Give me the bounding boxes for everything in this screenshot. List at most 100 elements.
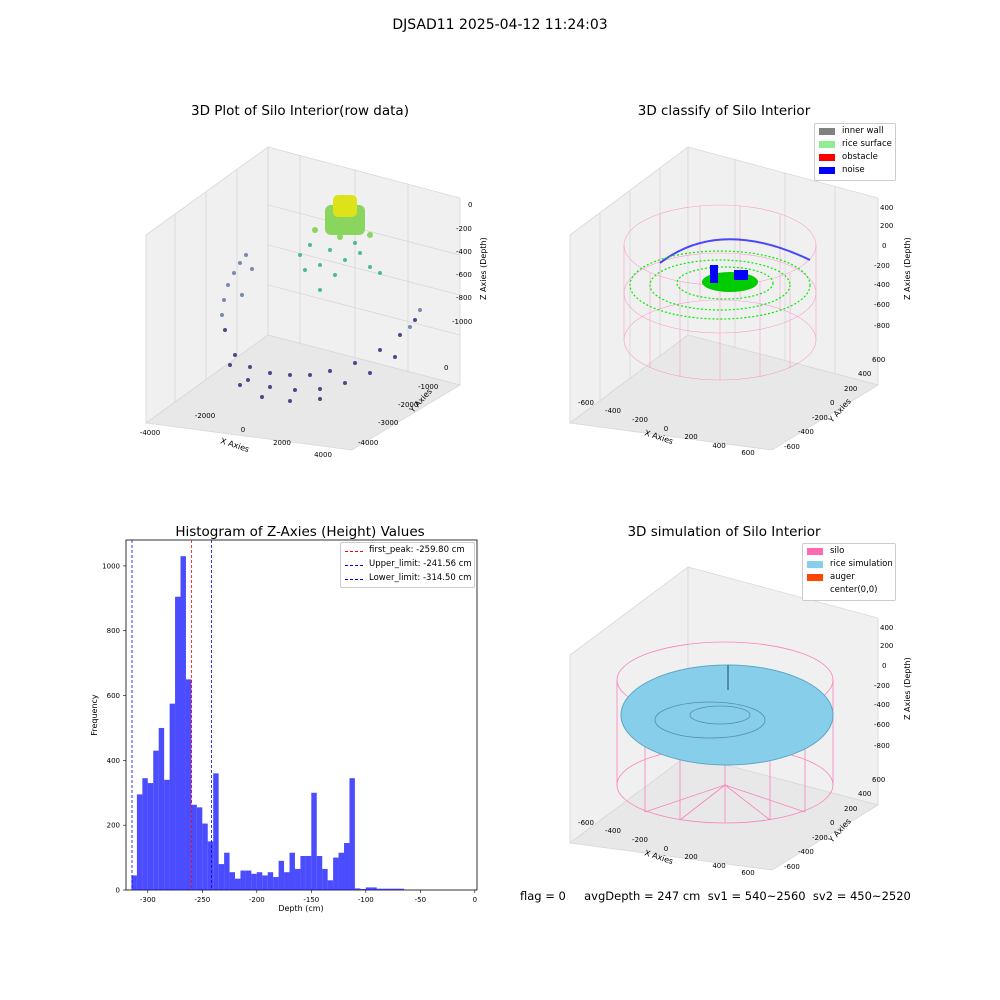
legend-line-upper-limit <box>345 565 363 566</box>
raw-xtick: 2000 <box>273 439 291 447</box>
histogram-bar <box>164 779 170 890</box>
histogram-bar <box>207 841 214 890</box>
histogram-bar <box>191 804 197 890</box>
histogram-xtick-label: -300 <box>140 896 156 904</box>
histogram-ytick-label: 800 <box>107 627 120 635</box>
histogram-bar <box>240 870 246 890</box>
histogram-bar <box>153 750 159 890</box>
histogram-bar <box>251 873 257 890</box>
histogram-bar <box>180 556 186 890</box>
sim-ztick: -800 <box>874 742 890 750</box>
histogram-xtick-label: -100 <box>358 896 374 904</box>
legend-swatch-center <box>807 587 823 594</box>
histogram-bar <box>136 794 143 890</box>
histogram-xtick-label: -50 <box>415 896 426 904</box>
histogram-bar <box>262 875 268 890</box>
raw-xtick: -4000 <box>140 429 160 437</box>
histogram-legend: first_peak: -259.80 cm Upper_limit: -241… <box>340 542 475 588</box>
histogram-chart: -300 -250 -200 -150 -100 -50 0 0 200 400 600 800 10… <box>90 539 478 913</box>
histogram-bar <box>376 888 383 890</box>
histogram-ytick-label: 0 <box>116 887 120 895</box>
legend-swatch-obstacle <box>819 154 835 161</box>
sim-xtick: 200 <box>684 853 697 861</box>
raw-ztick: 0 <box>468 201 472 209</box>
sim-ztick: 0 <box>882 662 886 670</box>
histogram-xticks: -300 -250 -200 -150 -100 -50 0 <box>140 890 477 904</box>
raw-xlabel: X Axies <box>219 436 250 454</box>
histogram-ref-lines <box>131 540 212 890</box>
histogram-xtick-label: 0 <box>473 896 477 904</box>
classify-3d-axes: -600 -400 -200 0 200 400 600 600 400 200… <box>568 146 912 457</box>
classify-legend: inner wall rice surface obstacle noise <box>814 123 896 181</box>
cls-ztick: -800 <box>874 322 890 330</box>
histogram-bar <box>387 888 394 890</box>
cls-xtick: 0 <box>664 425 668 433</box>
cls-ytick: -200 <box>812 414 828 422</box>
legend-label: auger <box>830 572 855 582</box>
raw-ytick: -4000 <box>358 439 378 447</box>
histogram-bar <box>196 807 203 890</box>
classify-panel-title: 3D classify of Silo Interior <box>637 103 811 119</box>
legend-line-lower-limit <box>345 579 363 580</box>
legend-label: silo <box>830 546 845 556</box>
cls-xtick: 400 <box>712 442 725 450</box>
sim-xtick: -400 <box>605 827 621 835</box>
histogram-ytick-label: 1000 <box>102 562 120 570</box>
cls-ytick: -400 <box>798 428 814 436</box>
raw-xtick: -2000 <box>195 412 215 420</box>
sim-ytick: 0 <box>830 819 834 827</box>
legend-label: center(0,0) <box>830 585 878 595</box>
histogram-bar <box>344 843 350 890</box>
sim-ytick: 200 <box>844 805 857 813</box>
histogram-bar <box>158 727 165 890</box>
histogram-ytick-label: 200 <box>107 822 120 830</box>
histogram-bar <box>360 889 366 890</box>
sim-ytick: -600 <box>784 863 800 871</box>
histogram-bar <box>284 872 290 890</box>
legend-swatch-inner-wall <box>819 128 835 135</box>
raw-ztick: -200 <box>456 225 472 233</box>
legend-swatch-noise <box>819 167 835 174</box>
histogram-bar <box>273 877 279 890</box>
legend-label: inner wall <box>842 126 884 136</box>
histogram-bar <box>185 679 192 890</box>
status-line: flag = 0 avgDepth = 247 cm sv1 = 540~256… <box>520 889 911 903</box>
histogram-bar <box>224 852 230 890</box>
cls-xtick: -400 <box>605 407 621 415</box>
cls-ztick: 0 <box>882 242 886 250</box>
sim-ztick: -600 <box>874 721 890 729</box>
legend-swatch-silo <box>807 548 823 555</box>
histogram-bar <box>235 878 241 890</box>
raw-ytick: -2000 <box>398 401 418 409</box>
cls-zlabel: Z Axies (Depth) <box>903 237 912 300</box>
cls-xtick: -200 <box>632 416 648 424</box>
histogram-bar <box>147 783 154 890</box>
sim-xtick: -200 <box>632 836 648 844</box>
histogram-bar <box>354 888 361 890</box>
sim-ztick: 200 <box>880 642 893 650</box>
histogram-bar <box>382 888 388 890</box>
histogram-xtick-label: -250 <box>194 896 210 904</box>
histogram-bar <box>393 888 399 890</box>
raw-ztick: -800 <box>456 294 472 302</box>
sim-ytick: -200 <box>812 834 828 842</box>
simulation-3d-axes: -600 -400 -200 0 200 400 600 600 400 200… <box>568 566 912 877</box>
cls-ztick: -200 <box>874 262 890 270</box>
histogram-bar <box>202 823 208 890</box>
raw-ztick: -1000 <box>452 318 472 326</box>
legend-label: noise <box>842 165 865 175</box>
legend-swatch-rice-surface <box>819 141 835 148</box>
histogram-bar <box>245 870 252 890</box>
raw-ztick: -400 <box>456 248 472 256</box>
sim-ytick: 400 <box>858 790 871 798</box>
histogram-ylabel: Frequency <box>90 694 99 736</box>
histogram-bar <box>294 868 301 890</box>
cls-ztick: 200 <box>880 222 893 230</box>
histogram-bar <box>131 875 137 890</box>
legend-line-first-peak <box>345 551 363 552</box>
simulation-panel-title: 3D simulation of Silo Interior <box>627 524 821 540</box>
histogram-bar <box>142 778 148 890</box>
histogram-bar <box>349 778 355 890</box>
histogram-bar <box>311 792 317 890</box>
histogram-title: Histogram of Z-Axies (Height) Values <box>175 524 425 540</box>
